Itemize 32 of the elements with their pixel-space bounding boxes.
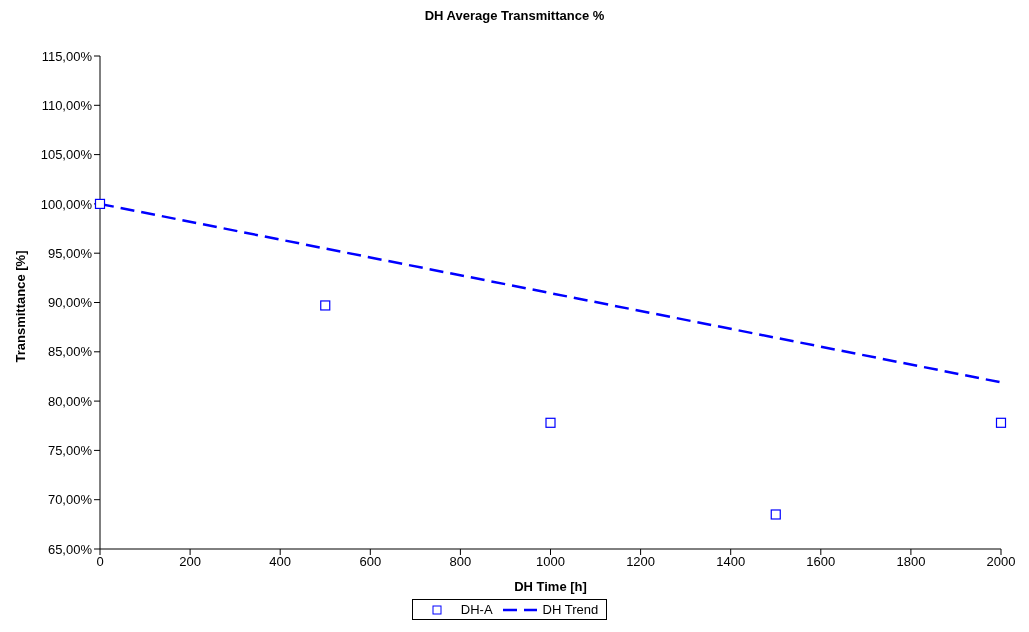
x-tick-label: 200 (179, 554, 201, 570)
x-tick-label: 1600 (806, 554, 836, 570)
point (94, 198, 106, 209)
y-tick-label: 65,00% (47, 541, 93, 557)
y-tick-label: 110,00% (41, 97, 93, 113)
point (770, 509, 781, 520)
y-tick-label: 95,00% (47, 245, 93, 261)
y-tick-label: 105,00% (40, 147, 93, 163)
y-tick-label: 70,00% (47, 492, 93, 508)
point (320, 300, 331, 311)
x-tick-label: 1000 (536, 554, 565, 570)
point (995, 417, 1007, 428)
legend-label: DH Trend (542, 602, 599, 617)
chart-title: DH Average Transmittance % (423, 8, 606, 25)
x-tick-label: 0 (96, 554, 104, 570)
x-tick-label: 600 (359, 554, 382, 570)
legend-label: DH-A (460, 602, 493, 617)
y-tick-label: 85,00% (47, 344, 93, 360)
x-axis-title: DH Time [h] (514, 579, 587, 594)
point (545, 417, 556, 428)
y-tick-label: 80,00% (47, 393, 93, 409)
x-tick-label: 2000 (986, 554, 1016, 570)
y-tick-label: 75,00% (47, 443, 93, 459)
x-tick-label: 1400 (716, 554, 746, 570)
y-tick-label: 90,00% (47, 295, 93, 311)
x-tick-label: 1200 (626, 554, 656, 570)
x-tick-label: 400 (269, 554, 292, 570)
y-tick-label: 115,00% (41, 48, 93, 64)
y-axis-title: Transmittance [%] (12, 250, 28, 363)
x-tick-label: 800 (449, 554, 472, 570)
x-tick-label: 1800 (896, 554, 926, 570)
y-tick-label: 100,00% (40, 196, 93, 212)
